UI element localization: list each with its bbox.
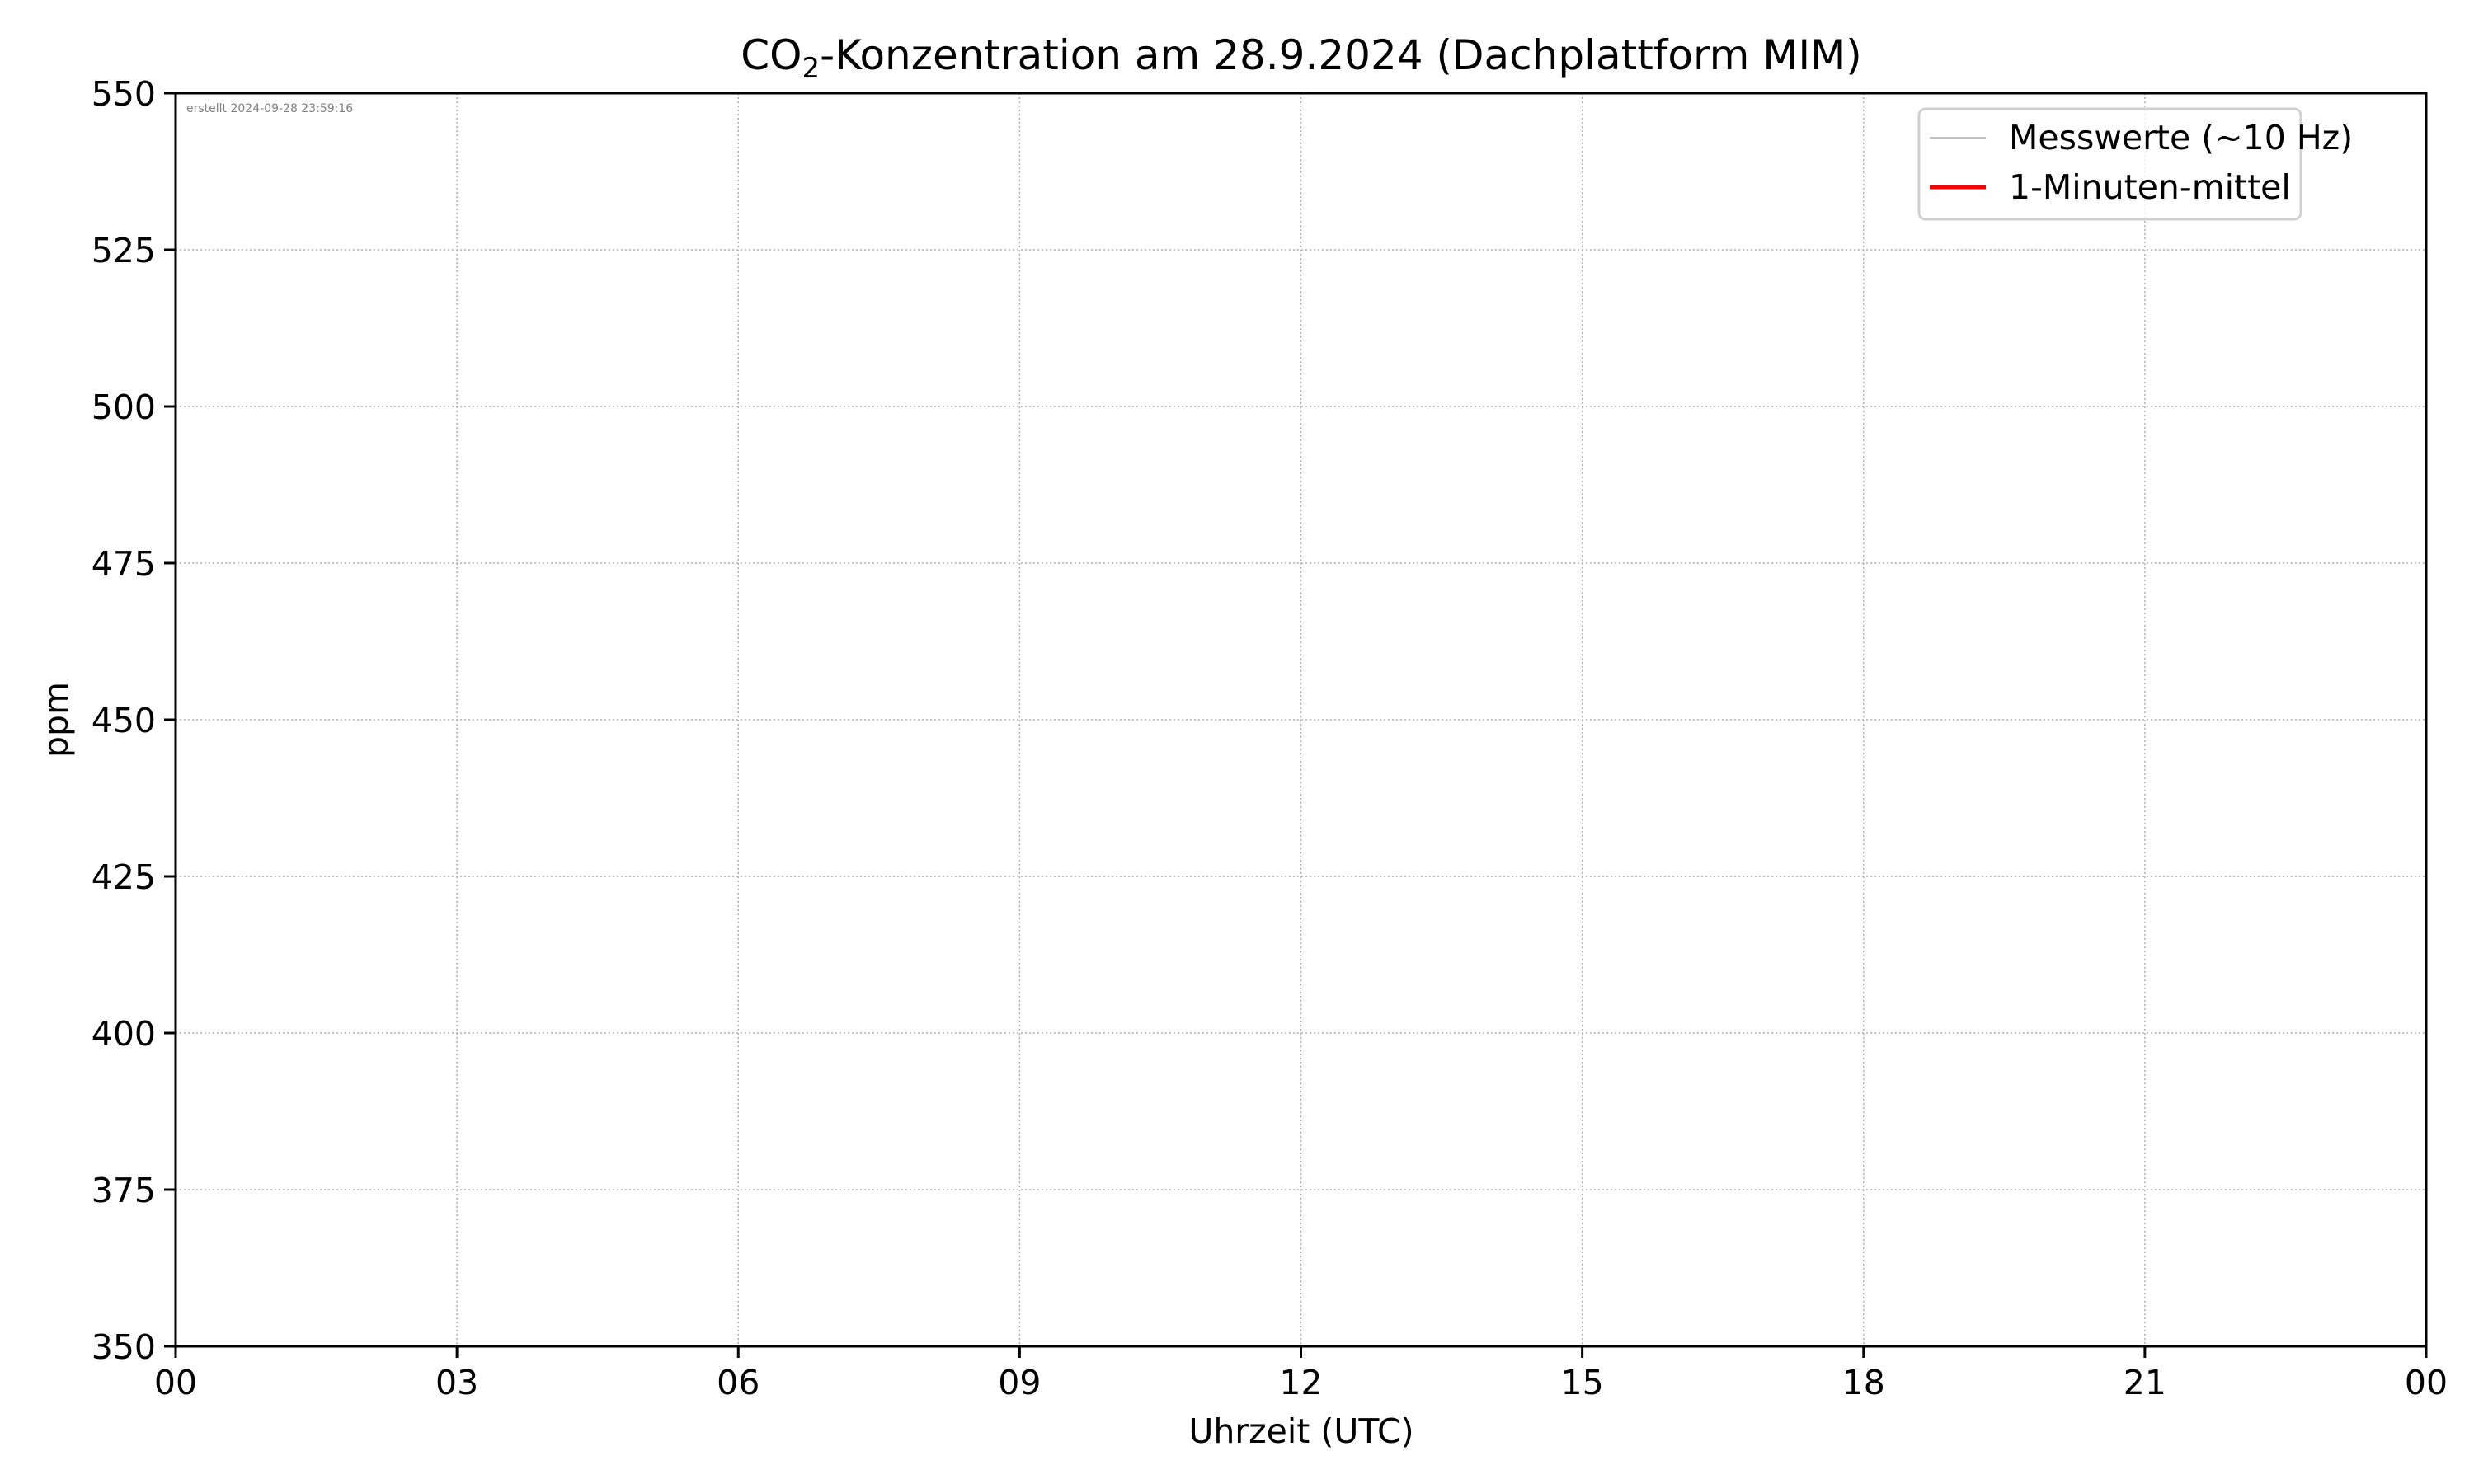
y-tick-label: 375 (92, 1171, 156, 1210)
y-tick-label: 450 (92, 701, 156, 740)
created-annotation: erstellt 2024-09-28 23:59:16 (186, 102, 353, 115)
x-axis-label: Uhrzeit (UTC) (1188, 1411, 1413, 1451)
x-tick-label: 21 (2124, 1363, 2166, 1402)
y-tick-label: 425 (92, 857, 156, 897)
x-tick-label: 18 (1842, 1363, 1885, 1402)
x-tick-label: 12 (1279, 1363, 1322, 1402)
x-tick-label: 03 (435, 1363, 478, 1402)
x-tick-label: 15 (1561, 1363, 1604, 1402)
chart-title: CO2-Konzentration am 28.9.2024 (Dachplat… (741, 31, 1862, 85)
ticks: 00 03 06 09 12 15 18 21 003503754004254504755005… (92, 74, 2448, 1402)
y-tick-label: 500 (92, 387, 156, 427)
x-tick-label: 00 (2405, 1363, 2448, 1402)
grid (176, 93, 2426, 1346)
x-tick-label: 06 (717, 1363, 760, 1402)
x-tick-label: 00 (154, 1363, 197, 1402)
y-tick-label: 475 (92, 544, 156, 584)
legend-label-minute-mean: 1-Minuten-mittel (2009, 167, 2291, 207)
y-tick-label: 350 (92, 1327, 156, 1367)
y-tick-label: 550 (92, 74, 156, 114)
y-tick-label: 400 (92, 1014, 156, 1054)
legend-label-measurements: Messwerte (~10 Hz) (2009, 118, 2353, 157)
y-axis-label: ppm (36, 682, 76, 758)
legend: Messwerte (~10 Hz) 1-Minuten-mittel (1917, 107, 2353, 221)
legend-box (1917, 107, 2302, 221)
x-tick-label: 09 (998, 1363, 1041, 1402)
plot-frame (174, 92, 2428, 1348)
y-tick-label: 525 (92, 231, 156, 270)
